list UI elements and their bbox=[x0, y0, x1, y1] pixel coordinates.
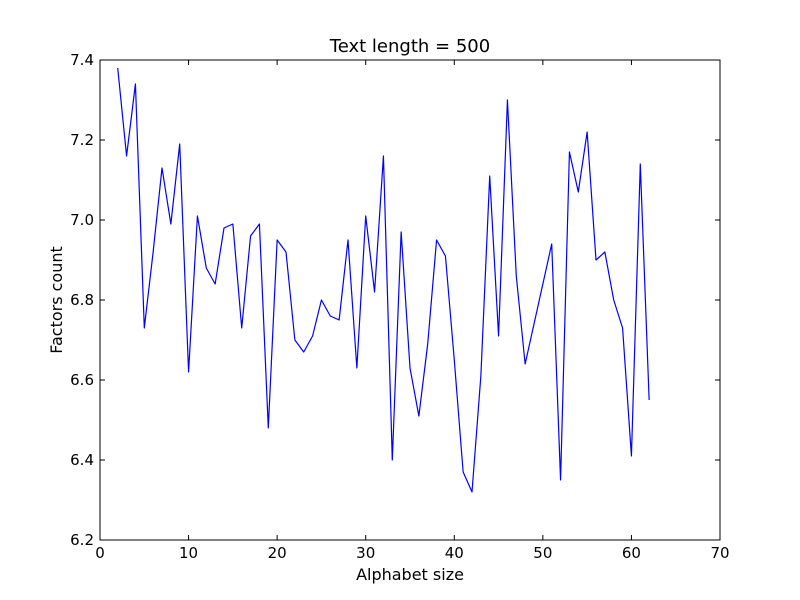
x-axis-label: Alphabet size bbox=[356, 565, 464, 584]
x-tick-label: 0 bbox=[95, 544, 105, 562]
x-tick-label: 30 bbox=[356, 544, 375, 562]
y-tick-label: 6.6 bbox=[70, 371, 94, 389]
x-tick-label: 40 bbox=[445, 544, 464, 562]
chart-title: Text length = 500 bbox=[329, 36, 490, 57]
y-axis-label: Factors count bbox=[47, 246, 66, 354]
plot-area bbox=[100, 60, 720, 540]
x-tick-label: 60 bbox=[622, 544, 641, 562]
y-tick-label: 7.0 bbox=[70, 211, 94, 229]
series-group bbox=[117, 67, 650, 493]
y-tick-label: 6.8 bbox=[70, 291, 94, 309]
y-tick-label: 7.4 bbox=[70, 51, 94, 69]
x-tick-label: 50 bbox=[533, 544, 552, 562]
x-tick-label: 10 bbox=[179, 544, 198, 562]
y-tick-label: 6.2 bbox=[70, 531, 94, 549]
x-tick-label: 70 bbox=[710, 544, 729, 562]
y-tick-label: 6.4 bbox=[70, 451, 94, 469]
plot-frame bbox=[99, 59, 721, 541]
x-tick-label: 20 bbox=[268, 544, 287, 562]
y-tick-label: 7.2 bbox=[70, 131, 94, 149]
